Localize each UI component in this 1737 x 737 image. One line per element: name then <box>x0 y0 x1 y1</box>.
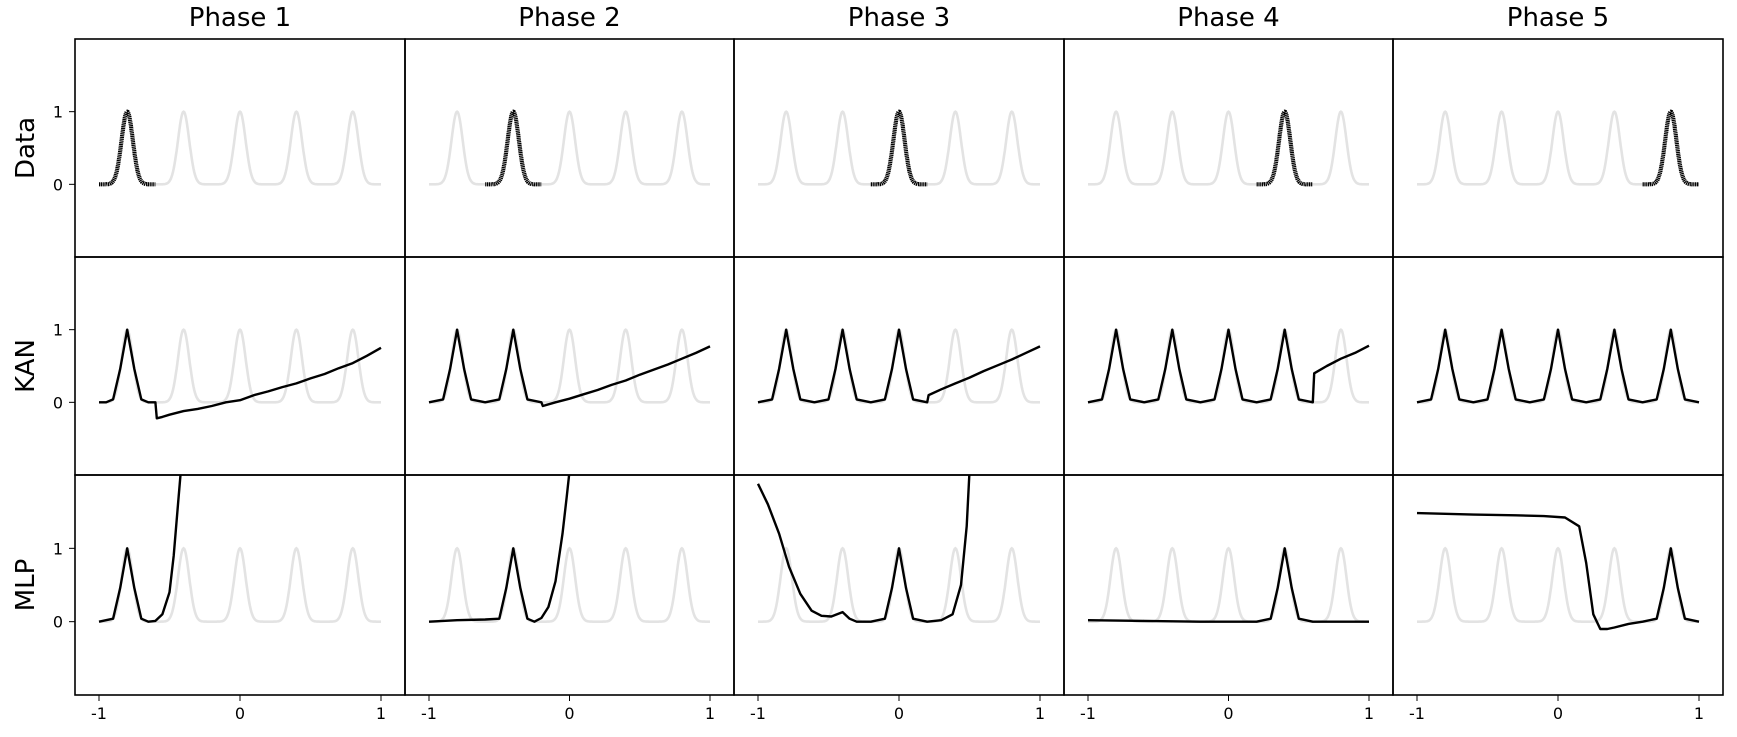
panel <box>74 256 406 476</box>
background-series-line <box>758 110 1040 186</box>
panel-frame <box>404 38 735 258</box>
x-tick-label: 1 <box>1694 704 1704 723</box>
panel-frame <box>404 256 735 476</box>
panel <box>74 38 406 258</box>
panel-frame <box>404 474 735 696</box>
x-tick-label: -1 <box>91 704 107 723</box>
panel-frame <box>733 38 1065 258</box>
background-series-line <box>1088 110 1369 186</box>
row-label: MLP <box>11 559 41 612</box>
background-series-line <box>1088 546 1369 623</box>
background-series-line <box>1417 546 1699 623</box>
panel-grid <box>74 38 1724 696</box>
panel <box>733 474 1065 696</box>
data-series-line <box>1256 109 1313 187</box>
column-title: Phase 1 <box>189 3 291 33</box>
data-series-line <box>1642 109 1699 187</box>
panel <box>1063 38 1394 258</box>
model-series-line <box>756 475 971 623</box>
panel <box>1392 38 1724 258</box>
background-series-line <box>1417 328 1699 404</box>
column-title: Phase 5 <box>1507 3 1609 33</box>
row-labels: Data KAN MLP <box>11 117 41 611</box>
panel <box>1063 474 1394 696</box>
x-tick-label: 0 <box>564 704 574 723</box>
background-series-line <box>758 546 1040 623</box>
background-series-line <box>99 110 381 186</box>
x-tick-label: 0 <box>1223 704 1233 723</box>
y-tick-label: 0 <box>53 175 63 194</box>
model-series-line <box>1416 328 1700 404</box>
panel <box>404 256 735 476</box>
column-title: Phase 2 <box>518 3 620 33</box>
data-series-line <box>99 109 156 187</box>
model-series-line <box>99 328 382 420</box>
x-tick-label: -1 <box>750 704 766 723</box>
data-series-line <box>870 109 928 187</box>
panel <box>733 38 1065 258</box>
column-title: Phase 3 <box>848 3 950 33</box>
panel <box>74 474 406 696</box>
panel-frame <box>74 38 406 258</box>
model-series-line <box>1416 511 1700 631</box>
y-tick-label: 1 <box>53 539 63 558</box>
panel-frame <box>1063 256 1394 476</box>
panel <box>1392 256 1724 476</box>
panel-frame <box>1063 474 1394 696</box>
panel <box>733 256 1065 476</box>
panel-frame <box>74 256 406 476</box>
y-tick-label: 0 <box>53 393 63 412</box>
y-tick-label: 1 <box>53 321 63 340</box>
panel-frame <box>733 256 1065 476</box>
x-tick-label: 0 <box>235 704 245 723</box>
panel-frame <box>1392 38 1724 258</box>
x-tick-label: 1 <box>1035 704 1045 723</box>
data-series-line <box>485 109 542 187</box>
background-series-line <box>99 328 381 404</box>
x-tick-label: -1 <box>421 704 437 723</box>
background-series-line <box>429 546 710 623</box>
panel <box>404 38 735 258</box>
y-axis-ticks: 0 1 0 1 0 1 <box>53 103 75 632</box>
column-titles: Phase 1 Phase 2 Phase 3 Phase 4 Phase 5 <box>189 3 1609 33</box>
x-tick-label: -1 <box>1080 704 1096 723</box>
background-series-line <box>429 328 710 404</box>
panel <box>1063 256 1394 476</box>
model-series-line <box>757 328 1041 404</box>
model-series-line <box>1087 328 1370 404</box>
panel-frame <box>1063 38 1394 258</box>
x-tick-label: 0 <box>894 704 904 723</box>
x-tick-label: -1 <box>1409 704 1425 723</box>
model-series-line <box>428 328 711 408</box>
column-title: Phase 4 <box>1177 3 1279 33</box>
panel-frame <box>74 474 406 696</box>
row-label: Data <box>11 117 41 179</box>
y-tick-label: 1 <box>53 103 63 122</box>
x-axis-ticks: -1 0 1 -1 0 1 -1 0 1 -1 0 1 -1 0 1 <box>91 695 1704 723</box>
x-tick-label: 1 <box>705 704 715 723</box>
x-tick-label: 1 <box>376 704 386 723</box>
panel-frame <box>1392 474 1724 696</box>
background-series-line <box>99 546 381 623</box>
model-series-line <box>428 475 571 623</box>
panel-frame <box>1392 256 1724 476</box>
background-series-line <box>1417 110 1699 186</box>
y-tick-label: 0 <box>53 613 63 632</box>
model-series-line <box>1087 547 1369 623</box>
panel <box>1392 474 1724 696</box>
model-series-line <box>98 475 182 623</box>
x-tick-label: 0 <box>1553 704 1563 723</box>
panel <box>404 474 735 696</box>
background-series-line <box>429 110 710 186</box>
row-label: KAN <box>11 339 41 393</box>
panel-frame <box>733 474 1065 696</box>
x-tick-label: 1 <box>1364 704 1374 723</box>
